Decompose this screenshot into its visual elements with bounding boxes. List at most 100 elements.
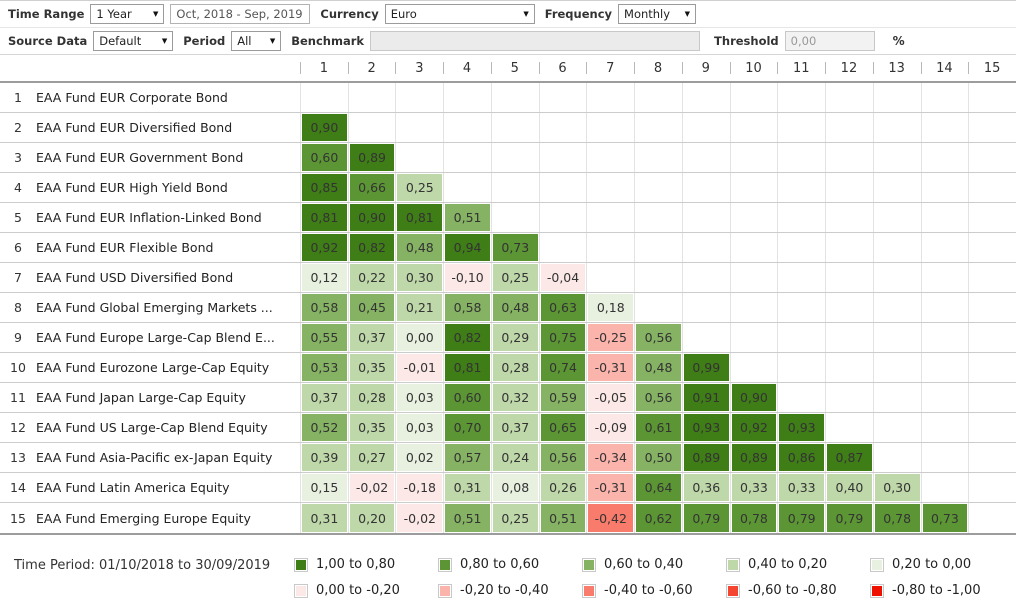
row-index: 11 <box>10 390 26 405</box>
matrix-cell <box>586 263 634 292</box>
currency-dropdown[interactable]: Euro ▼ <box>384 4 535 24</box>
matrix-cell <box>538 203 587 232</box>
legend-item: 0,00 to -0,20 <box>294 583 438 598</box>
matrix-cell <box>968 203 1016 232</box>
matrix-row: 5 EAA Fund EUR Inflation-Linked Bond 0,81 0… <box>0 203 1016 233</box>
correlation-value: 0,73 <box>922 504 968 532</box>
matrix-cell: 0,57 <box>443 443 491 472</box>
row-index: 1 <box>14 90 22 105</box>
matrix-cell <box>490 143 539 172</box>
row-index: 9 <box>14 330 22 345</box>
matrix-cell <box>920 323 969 352</box>
time-range-dropdown[interactable]: 1 Year ▼ <box>90 4 165 24</box>
matrix-cell <box>825 323 873 352</box>
row-index: 15 <box>10 510 26 526</box>
date-range-input[interactable] <box>170 4 311 24</box>
matrix-cell <box>443 83 491 112</box>
matrix-cell <box>634 83 682 112</box>
legend-swatch-color <box>584 585 594 596</box>
matrix-cell <box>825 293 873 322</box>
matrix-cell: 0,75 <box>538 323 587 352</box>
frequency-dropdown[interactable]: Monthly ▼ <box>618 4 697 24</box>
fund-name: EAA Fund EUR Corporate Bond <box>36 90 228 105</box>
matrix-cell <box>968 473 1016 502</box>
matrix-cell: 0,70 <box>443 413 491 442</box>
matrix-cell <box>872 113 921 142</box>
matrix-cell <box>968 293 1016 322</box>
matrix-cell <box>777 293 825 322</box>
matrix-cell <box>490 203 539 232</box>
matrix-cell <box>586 143 634 172</box>
correlation-value: 0,58 <box>302 294 347 321</box>
benchmark-input[interactable] <box>370 31 701 51</box>
legend-swatch-color <box>584 559 594 570</box>
correlation-value: -0,02 <box>349 474 395 501</box>
matrix-cell: -0,31 <box>586 473 634 502</box>
matrix-cell: 0,52 <box>300 413 348 442</box>
correlation-value: 0,65 <box>540 414 586 441</box>
correlation-value: 0,90 <box>731 384 777 411</box>
legend-swatch <box>582 557 596 572</box>
matrix-cell <box>729 323 778 352</box>
fund-name: EAA Fund Japan Large-Cap Equity <box>36 390 246 405</box>
matrix-cell <box>634 173 682 202</box>
correlation-value: 0,51 <box>445 204 490 231</box>
correlation-value: 0,35 <box>349 414 395 441</box>
correlation-value: 0,79 <box>827 504 872 532</box>
correlation-value: 0,51 <box>540 504 586 532</box>
column-header: 14 <box>920 55 969 81</box>
source-data-dropdown[interactable]: Default ▼ <box>93 31 174 51</box>
matrix-cell: 0,33 <box>777 473 825 502</box>
matrix-cell <box>681 263 730 292</box>
matrix-cell: 0,81 <box>443 353 491 382</box>
matrix-cell <box>681 113 730 142</box>
matrix-cell <box>634 233 682 262</box>
legend-items: 1,00 to 0,80 0,80 to 0,60 0,60 to 0,40 0,40… <box>294 557 1014 598</box>
matrix-cell: 0,51 <box>443 203 491 232</box>
matrix-cell <box>634 263 682 292</box>
matrix-cell <box>968 323 1016 352</box>
matrix-cell: 0,56 <box>538 443 587 472</box>
matrix-cell <box>872 443 921 472</box>
matrix-row-cells: 0,85 0,66 0,25 <box>300 173 1016 202</box>
matrix-cell: 0,60 <box>300 143 348 172</box>
period-dropdown[interactable]: All ▼ <box>231 31 282 51</box>
threshold-input[interactable] <box>784 31 875 51</box>
matrix-cell <box>872 293 921 322</box>
matrix-cell <box>634 113 682 142</box>
legend-swatch-color <box>728 585 738 596</box>
matrix-cell <box>443 143 491 172</box>
correlation-value: 0,28 <box>349 384 395 411</box>
correlation-value: 0,89 <box>349 144 395 171</box>
matrix-cell <box>538 173 587 202</box>
matrix-cell: 0,12 <box>300 263 348 292</box>
matrix-cell: 0,22 <box>347 263 396 292</box>
matrix-cell <box>777 173 825 202</box>
correlation-value: 0,89 <box>731 444 777 471</box>
row-index: 5 <box>14 210 22 225</box>
legend-item: -0,60 to -0,80 <box>726 583 870 598</box>
matrix-row-cells: 0,15 -0,02 -0,18 0,31 0,08 0,26 -0,31 0,64 0,36 0… <box>300 473 1016 502</box>
matrix-cell: 0,90 <box>729 383 778 412</box>
legend-swatch-color <box>296 585 306 596</box>
correlation-value: 0,59 <box>540 384 586 411</box>
correlation-value: 0,91 <box>683 384 729 411</box>
matrix-cell <box>872 233 921 262</box>
matrix-cell: -0,18 <box>395 473 443 502</box>
toolbar: Time Range 1 Year ▼ Currency Euro ▼ Freq… <box>0 0 1016 55</box>
matrix-cell <box>777 383 825 412</box>
matrix-cell <box>872 83 921 112</box>
correlation-value: -0,42 <box>588 504 634 532</box>
legend-item: 0,60 to 0,40 <box>582 557 726 572</box>
matrix-row: 12 EAA Fund US Large-Cap Blend Equity 0,52… <box>0 413 1016 443</box>
frequency-value: Monthly <box>624 7 671 21</box>
matrix-cell: 0,79 <box>777 503 825 533</box>
fund-name: EAA Fund USD Diversified Bond <box>36 270 234 285</box>
correlation-value: -0,10 <box>445 264 490 291</box>
matrix-cell: 0,91 <box>681 383 730 412</box>
matrix-row-cells: 0,81 0,90 0,81 0,51 <box>300 203 1016 232</box>
matrix-cell: -0,05 <box>586 383 634 412</box>
matrix-cell: 0,51 <box>538 503 587 533</box>
matrix-cell <box>920 293 969 322</box>
